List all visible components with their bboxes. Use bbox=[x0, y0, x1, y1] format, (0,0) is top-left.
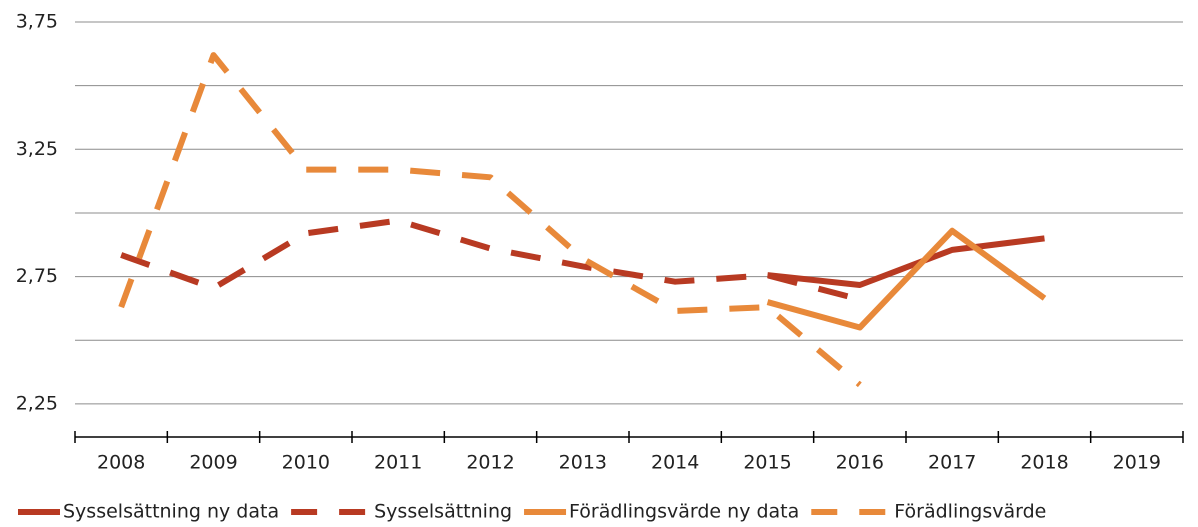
x-tick-label: 2008 bbox=[97, 452, 145, 474]
legend-label: Sysselsättning bbox=[374, 501, 512, 523]
x-tick-label: 2016 bbox=[836, 452, 884, 474]
y-tick-label: 2,25 bbox=[16, 392, 58, 414]
y-tick-label: 3,75 bbox=[16, 11, 58, 33]
x-tick-label: 2010 bbox=[282, 452, 330, 474]
y-tick-label: 3,25 bbox=[16, 138, 58, 160]
series-line bbox=[767, 235, 1045, 289]
x-tick-label: 2019 bbox=[1113, 452, 1161, 474]
x-tick-label: 2018 bbox=[1020, 452, 1068, 474]
series-line bbox=[120, 217, 861, 303]
y-tick-label: 2,75 bbox=[16, 265, 58, 287]
x-tick-label: 2017 bbox=[928, 452, 976, 474]
legend-label: Förädlingsvärde bbox=[894, 501, 1046, 523]
legend-label: Sysselsättning ny data bbox=[63, 501, 279, 523]
series-line bbox=[118, 52, 862, 388]
x-tick-label: 2015 bbox=[743, 452, 791, 474]
x-tick-label: 2011 bbox=[374, 452, 422, 474]
x-tick-label: 2012 bbox=[466, 452, 514, 474]
series-line bbox=[766, 227, 1047, 331]
x-tick-label: 2014 bbox=[651, 452, 699, 474]
x-tick-label: 2009 bbox=[189, 452, 237, 474]
x-tick-label: 2013 bbox=[559, 452, 607, 474]
legend-label: Förädlingsvärde ny data bbox=[569, 501, 799, 523]
